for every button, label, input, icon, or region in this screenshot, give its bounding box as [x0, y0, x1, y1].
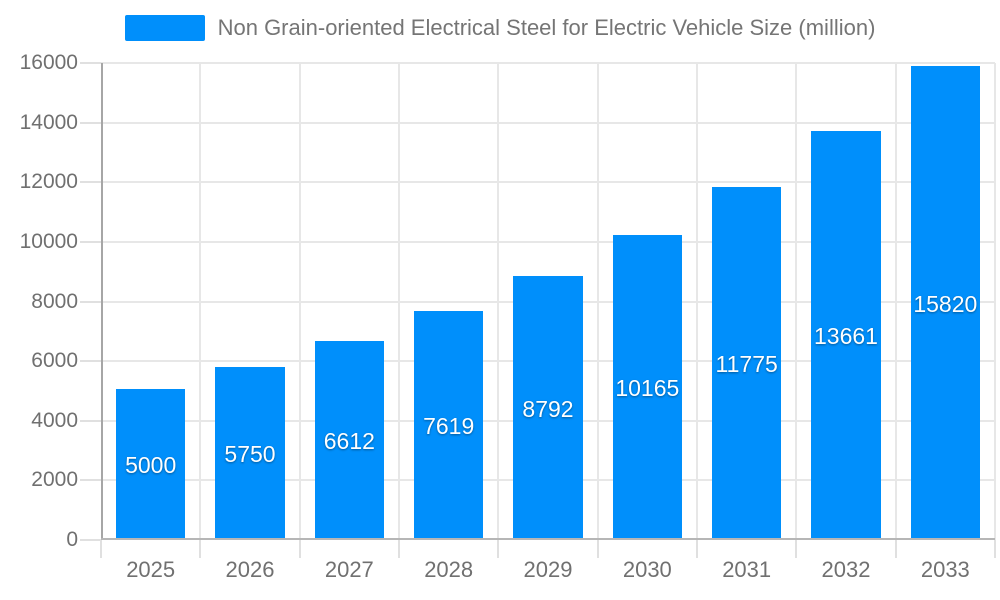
- h-gridline: [101, 121, 995, 124]
- legend-label: Non Grain-oriented Electrical Steel for …: [217, 15, 876, 40]
- v-gridline: [298, 63, 301, 540]
- bar[interactable]: [413, 310, 484, 538]
- bar-value-label: 5000: [125, 452, 177, 479]
- y-tick: [80, 300, 101, 303]
- y-axis-line: [101, 63, 103, 540]
- x-axis-label: 2027: [324, 557, 374, 582]
- x-axis-label: 2031: [722, 557, 772, 582]
- x-tick: [497, 540, 500, 558]
- bar-value-label: 11775: [715, 351, 778, 378]
- y-tick: [80, 240, 101, 243]
- y-tick: [80, 419, 101, 422]
- x-tick: [100, 540, 102, 558]
- y-axis-label: 10000: [19, 229, 78, 253]
- x-tick: [596, 540, 599, 558]
- x-tick: [795, 540, 798, 558]
- bar[interactable]: [910, 66, 981, 538]
- x-axis-label: 2033: [920, 557, 970, 582]
- plot-area: 5000 5750 6612 7619 8792 10165 11775 13661 15820: [101, 62, 996, 540]
- v-gridline: [398, 63, 400, 540]
- h-gridline: [101, 62, 995, 64]
- bar-value-label: 6612: [323, 428, 375, 455]
- bar[interactable]: [115, 388, 186, 538]
- x-axis-label: 2029: [523, 557, 573, 582]
- bar[interactable]: [811, 130, 881, 538]
- x-axis-line: [101, 538, 995, 540]
- bar[interactable]: [513, 275, 583, 538]
- bar-value-label: 15820: [913, 291, 978, 318]
- y-tick: [80, 181, 101, 184]
- v-gridline: [497, 63, 500, 540]
- y-tick: [80, 121, 101, 124]
- v-gridline: [696, 63, 698, 540]
- v-gridline: [894, 63, 897, 540]
- bar-value-label: 8792: [522, 395, 574, 422]
- bar-value-label: 7619: [423, 413, 475, 440]
- legend-swatch: [124, 15, 205, 41]
- v-gridline: [795, 63, 798, 540]
- y-axis-label: 0: [66, 528, 78, 551]
- bar[interactable]: [215, 366, 285, 538]
- h-gridline: [101, 240, 995, 243]
- y-axis-label: 8000: [31, 289, 78, 313]
- v-gridline: [199, 63, 202, 540]
- y-tick: [80, 479, 101, 482]
- y-axis-label: 12000: [19, 170, 78, 194]
- x-tick: [298, 540, 301, 558]
- y-tick: [80, 62, 101, 64]
- legend[interactable]: Non Grain-oriented Electrical Steel for …: [0, 15, 1000, 41]
- x-axis-label: 2026: [225, 557, 275, 582]
- bar[interactable]: [711, 186, 782, 538]
- x-axis-label: 2028: [424, 557, 474, 582]
- x-axis-label: 2030: [622, 557, 672, 582]
- bar-value-label: 5750: [224, 441, 276, 468]
- y-axis-label: 4000: [31, 408, 78, 432]
- bar[interactable]: [314, 340, 385, 538]
- y-axis-label: 16000: [19, 51, 78, 74]
- y-axis-label: 14000: [19, 110, 78, 134]
- x-tick: [199, 540, 202, 558]
- x-tick: [894, 540, 897, 558]
- x-tick: [398, 540, 400, 558]
- v-gridline: [596, 63, 599, 540]
- h-gridline: [101, 181, 995, 184]
- y-axis-label: 6000: [31, 349, 78, 373]
- v-gridline: [994, 63, 996, 540]
- y-tick: [80, 539, 101, 541]
- y-axis-label: 2000: [31, 468, 78, 492]
- bar-value-label: 13661: [814, 323, 878, 350]
- x-axis-label: 2025: [126, 557, 176, 582]
- bar-value-label: 10165: [615, 375, 680, 402]
- bar[interactable]: [612, 234, 683, 538]
- y-tick: [80, 360, 101, 363]
- x-axis-label: 2032: [821, 557, 871, 582]
- x-tick: [696, 540, 698, 558]
- x-tick: [994, 540, 996, 558]
